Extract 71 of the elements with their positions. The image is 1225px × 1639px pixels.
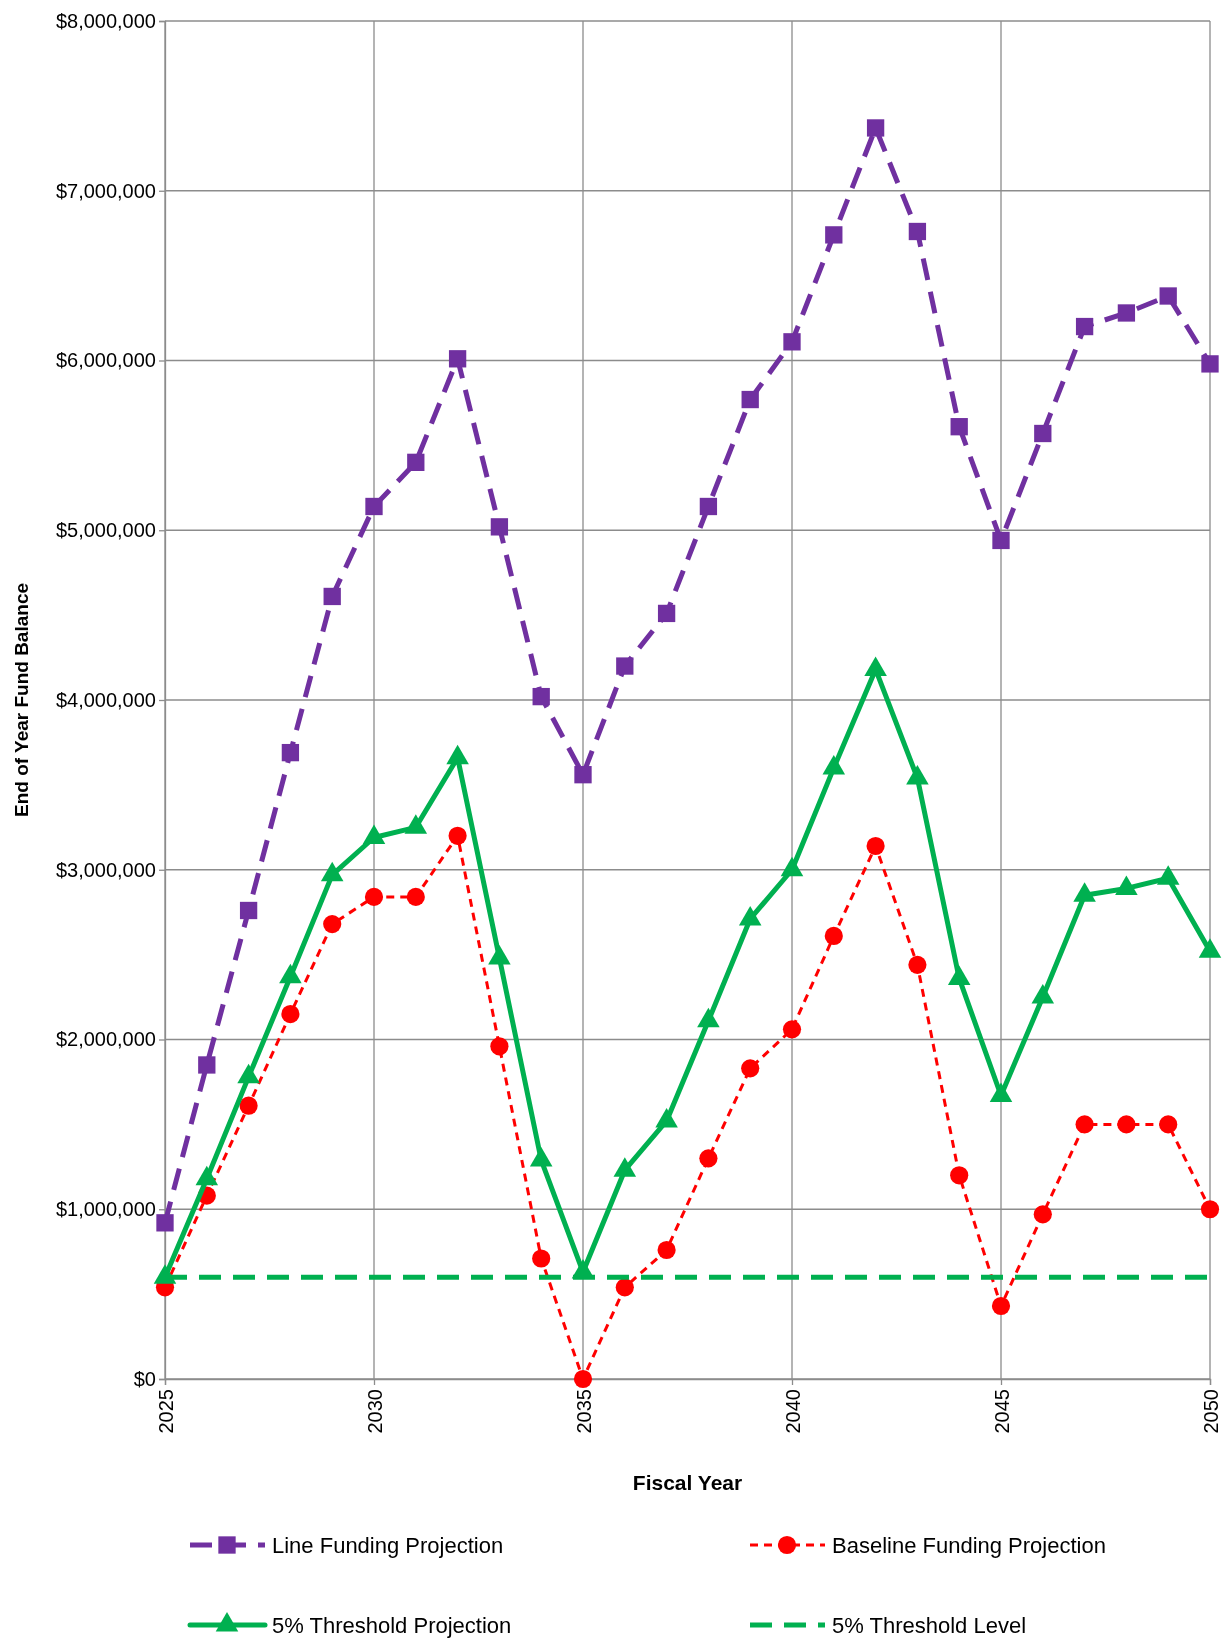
point — [866, 119, 885, 137]
point — [1159, 1115, 1178, 1134]
point — [991, 1296, 1011, 1316]
point — [281, 743, 300, 762]
legend-label: 5% Threshold Projection — [272, 1612, 512, 1638]
point — [825, 226, 843, 244]
point — [699, 497, 718, 516]
point — [239, 1096, 258, 1115]
x-tick-label: 2050 — [1199, 1389, 1222, 1434]
legend-label: 5% Threshold Level — [832, 1612, 1027, 1638]
point — [741, 390, 759, 409]
point — [615, 1278, 634, 1297]
point — [824, 926, 843, 946]
point — [323, 914, 342, 934]
point — [1075, 1115, 1094, 1134]
point — [448, 350, 467, 368]
point — [699, 1149, 718, 1168]
point — [741, 1059, 760, 1078]
point — [1117, 1115, 1136, 1134]
y-tick-label: $1,000,000 — [55, 1198, 156, 1221]
point — [407, 453, 425, 472]
point — [616, 657, 634, 675]
y-tick-label: $4,000,000 — [55, 688, 156, 711]
point — [573, 1369, 593, 1389]
point — [364, 887, 384, 906]
x-tick-label: 2045 — [990, 1389, 1013, 1434]
x-tick-label: 2025 — [154, 1389, 177, 1434]
point — [782, 1020, 802, 1039]
point — [1201, 355, 1219, 373]
point — [323, 587, 341, 606]
x-axis-title: Fiscal Year — [632, 1471, 743, 1494]
point — [448, 826, 467, 845]
point — [574, 766, 592, 784]
point — [866, 836, 885, 856]
point — [490, 1037, 509, 1056]
point — [365, 497, 383, 516]
point — [908, 955, 927, 974]
point — [198, 1056, 216, 1074]
x-tick-label: 2030 — [363, 1389, 386, 1434]
point — [1033, 1205, 1052, 1224]
point — [156, 1214, 174, 1232]
point — [532, 687, 550, 706]
x-tick-label: 2035 — [572, 1389, 595, 1434]
x-tick-label: 2040 — [781, 1389, 804, 1434]
point — [657, 604, 676, 623]
point — [1034, 424, 1052, 443]
point — [950, 1166, 969, 1185]
point — [1117, 304, 1136, 322]
y-tick-label: $2,000,000 — [55, 1028, 156, 1051]
y-tick-label: $7,000,000 — [55, 179, 156, 202]
legend-label: Baseline Funding Projection — [832, 1532, 1106, 1558]
point — [1200, 1200, 1220, 1219]
point — [1159, 287, 1177, 305]
point — [950, 418, 968, 436]
y-tick-label: $0 — [133, 1367, 156, 1390]
point — [657, 1240, 676, 1260]
point — [532, 1249, 551, 1268]
point — [281, 1004, 300, 1024]
y-tick-label: $3,000,000 — [55, 858, 156, 881]
point — [783, 333, 801, 351]
point — [490, 518, 509, 536]
legend-label: Line Funding Projection — [272, 1532, 504, 1558]
y-tick-label: $8,000,000 — [55, 9, 156, 32]
point — [908, 222, 927, 241]
y-axis-title: End of Year Fund Balance — [11, 582, 32, 818]
y-tick-label: $5,000,000 — [55, 519, 156, 542]
point — [992, 531, 1010, 550]
point — [1075, 317, 1094, 336]
y-tick-label: $6,000,000 — [55, 349, 156, 372]
point — [406, 887, 425, 906]
point — [239, 901, 258, 920]
